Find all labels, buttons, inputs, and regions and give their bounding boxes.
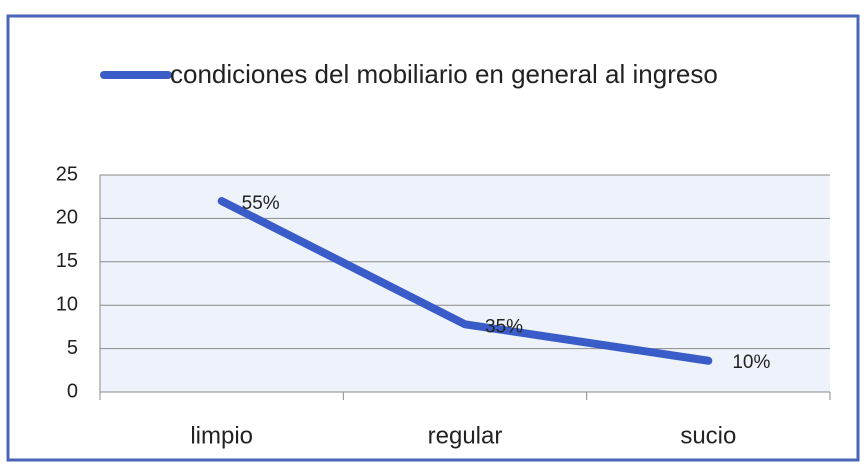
y-tick-label: 15 [56,250,78,272]
x-tick-label: limpio [190,422,253,449]
data-label: 55% [242,193,280,214]
legend-label: condiciones del mobiliario en general al… [170,59,718,89]
x-tick-label: regular [428,422,503,449]
x-tick-label: sucio [680,422,736,449]
y-tick-label: 25 [56,163,78,185]
y-tick-label: 10 [56,293,78,315]
data-label: 35% [485,316,523,337]
data-label: 10% [732,352,770,373]
y-tick-label: 0 [67,380,78,402]
plot-area [100,175,830,392]
y-tick-label: 5 [67,337,78,359]
y-tick-label: 20 [56,207,78,229]
data-line [217,197,713,365]
